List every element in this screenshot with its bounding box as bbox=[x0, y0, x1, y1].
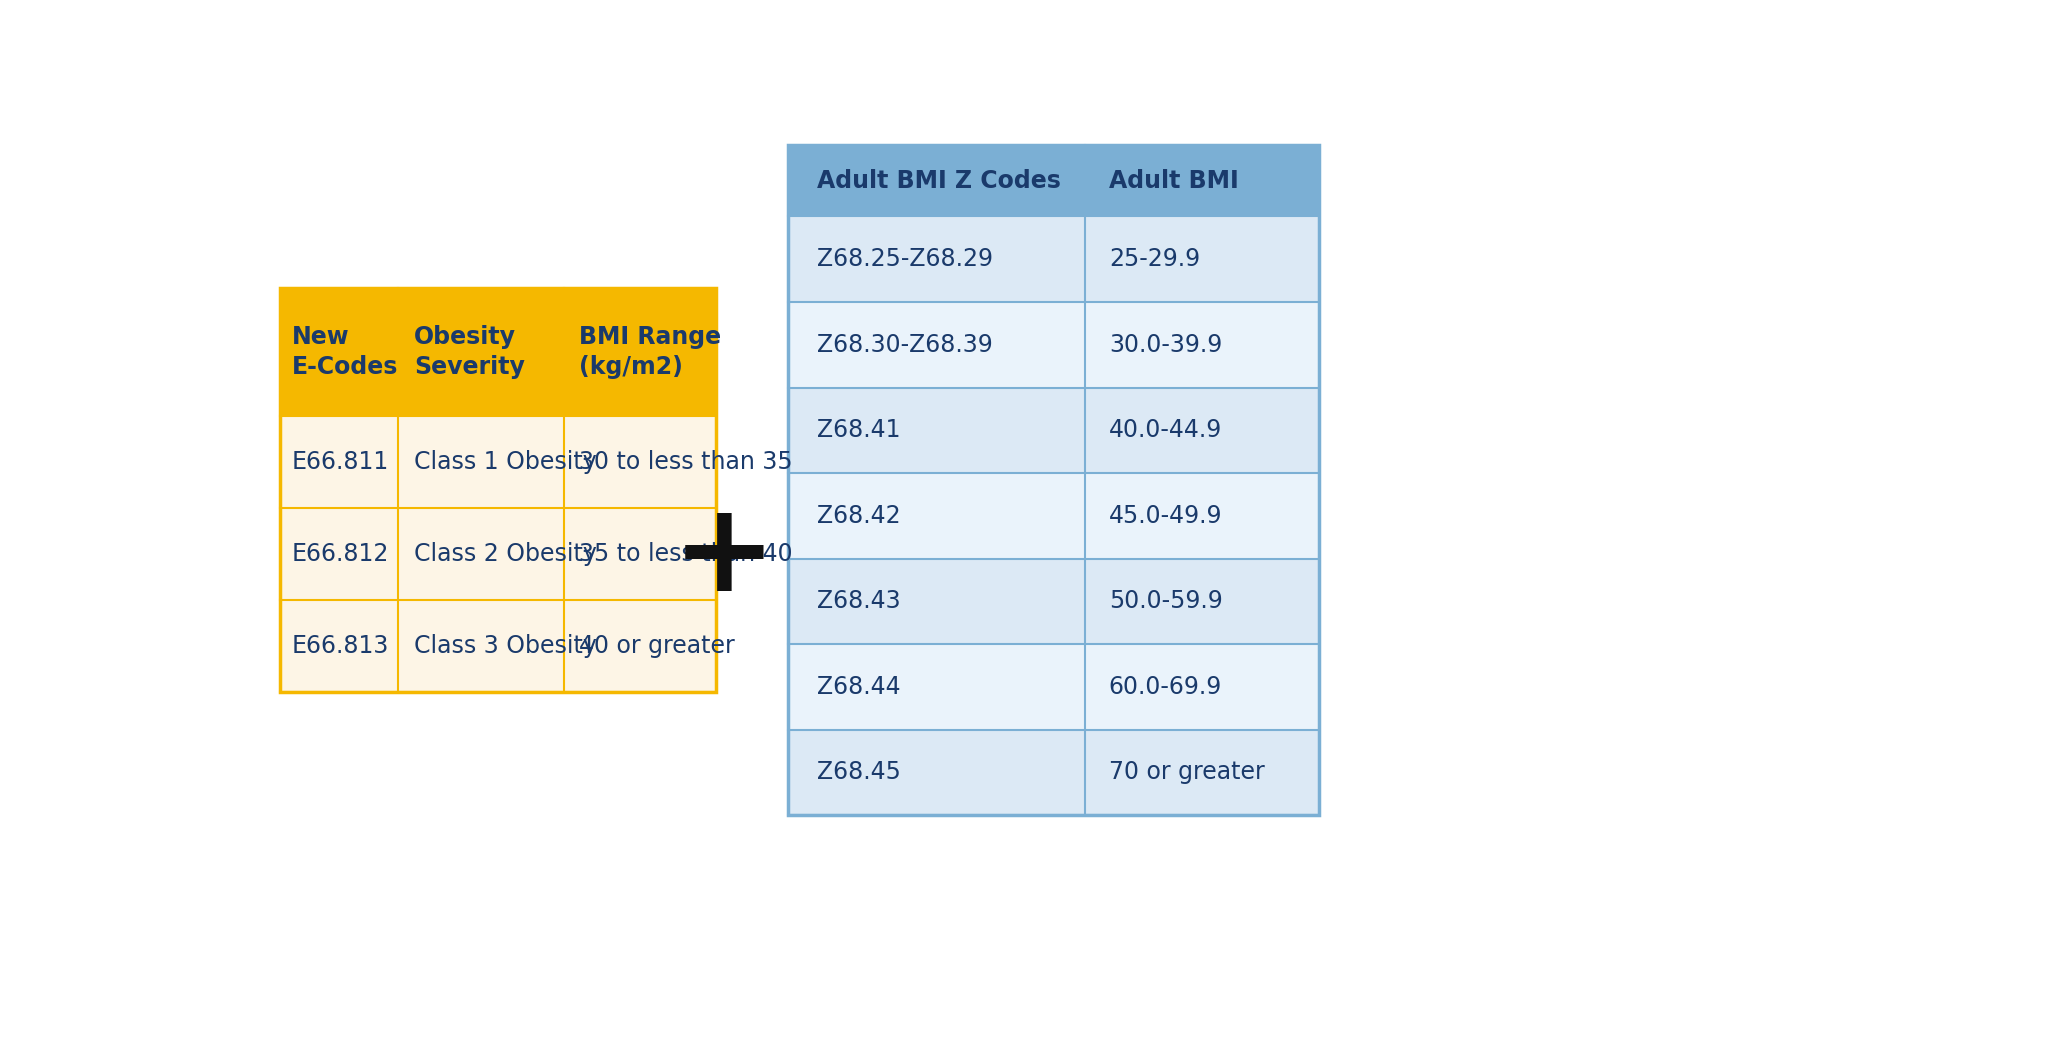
Text: Z68.41: Z68.41 bbox=[817, 418, 901, 442]
Bar bbox=[788, 302, 1085, 387]
Bar bbox=[788, 144, 1319, 815]
Bar bbox=[788, 730, 1085, 815]
Bar bbox=[563, 509, 717, 600]
Text: 40 or greater: 40 or greater bbox=[580, 634, 735, 658]
Text: Class 1 Obesity: Class 1 Obesity bbox=[414, 450, 598, 474]
Bar bbox=[397, 509, 563, 600]
Bar bbox=[1085, 387, 1319, 473]
Bar bbox=[563, 289, 717, 416]
Bar bbox=[1085, 730, 1319, 815]
Text: 35 to less than 40: 35 to less than 40 bbox=[580, 542, 793, 566]
Text: +: + bbox=[672, 496, 776, 617]
Bar bbox=[788, 644, 1085, 730]
Bar bbox=[788, 144, 1085, 217]
Bar bbox=[788, 558, 1085, 644]
Text: E66.811: E66.811 bbox=[291, 450, 389, 474]
Bar bbox=[1085, 302, 1319, 387]
Bar bbox=[281, 600, 397, 692]
Text: Z68.44: Z68.44 bbox=[817, 675, 901, 699]
Text: Class 2 Obesity: Class 2 Obesity bbox=[414, 542, 598, 566]
Text: Adult BMI Z Codes: Adult BMI Z Codes bbox=[817, 168, 1061, 192]
Bar bbox=[281, 289, 717, 692]
Text: Obesity
Severity: Obesity Severity bbox=[414, 326, 524, 379]
Text: Z68.25-Z68.29: Z68.25-Z68.29 bbox=[817, 247, 993, 271]
Bar bbox=[788, 473, 1085, 558]
Text: Z68.43: Z68.43 bbox=[817, 590, 901, 613]
Bar bbox=[281, 416, 397, 509]
Text: 40.0-44.9: 40.0-44.9 bbox=[1108, 418, 1223, 442]
Text: Adult BMI: Adult BMI bbox=[1108, 168, 1239, 192]
Text: E66.812: E66.812 bbox=[291, 542, 389, 566]
Text: E66.813: E66.813 bbox=[291, 634, 389, 658]
Text: Z68.45: Z68.45 bbox=[817, 761, 901, 785]
Text: 30.0-39.9: 30.0-39.9 bbox=[1108, 333, 1223, 357]
Bar bbox=[563, 416, 717, 509]
Bar bbox=[788, 217, 1085, 302]
Bar bbox=[397, 416, 563, 509]
Bar bbox=[1085, 473, 1319, 558]
Text: 45.0-49.9: 45.0-49.9 bbox=[1108, 503, 1223, 527]
Bar bbox=[397, 600, 563, 692]
Bar bbox=[563, 600, 717, 692]
Bar bbox=[788, 387, 1085, 473]
Text: Class 3 Obesity: Class 3 Obesity bbox=[414, 634, 598, 658]
Bar bbox=[397, 289, 563, 416]
Text: BMI Range
(kg/m2): BMI Range (kg/m2) bbox=[580, 326, 721, 379]
Text: Z68.30-Z68.39: Z68.30-Z68.39 bbox=[817, 333, 993, 357]
Bar bbox=[281, 289, 397, 416]
Bar bbox=[1085, 144, 1319, 217]
Bar bbox=[1085, 558, 1319, 644]
Text: 70 or greater: 70 or greater bbox=[1108, 761, 1264, 785]
Text: Z68.42: Z68.42 bbox=[817, 503, 901, 527]
Text: 25-29.9: 25-29.9 bbox=[1108, 247, 1200, 271]
Bar bbox=[281, 509, 397, 600]
Text: 30 to less than 35: 30 to less than 35 bbox=[580, 450, 793, 474]
Bar bbox=[1085, 644, 1319, 730]
Text: 60.0-69.9: 60.0-69.9 bbox=[1108, 675, 1223, 699]
Text: 50.0-59.9: 50.0-59.9 bbox=[1108, 590, 1223, 613]
Bar bbox=[1085, 217, 1319, 302]
Text: New
E-Codes: New E-Codes bbox=[291, 326, 397, 379]
